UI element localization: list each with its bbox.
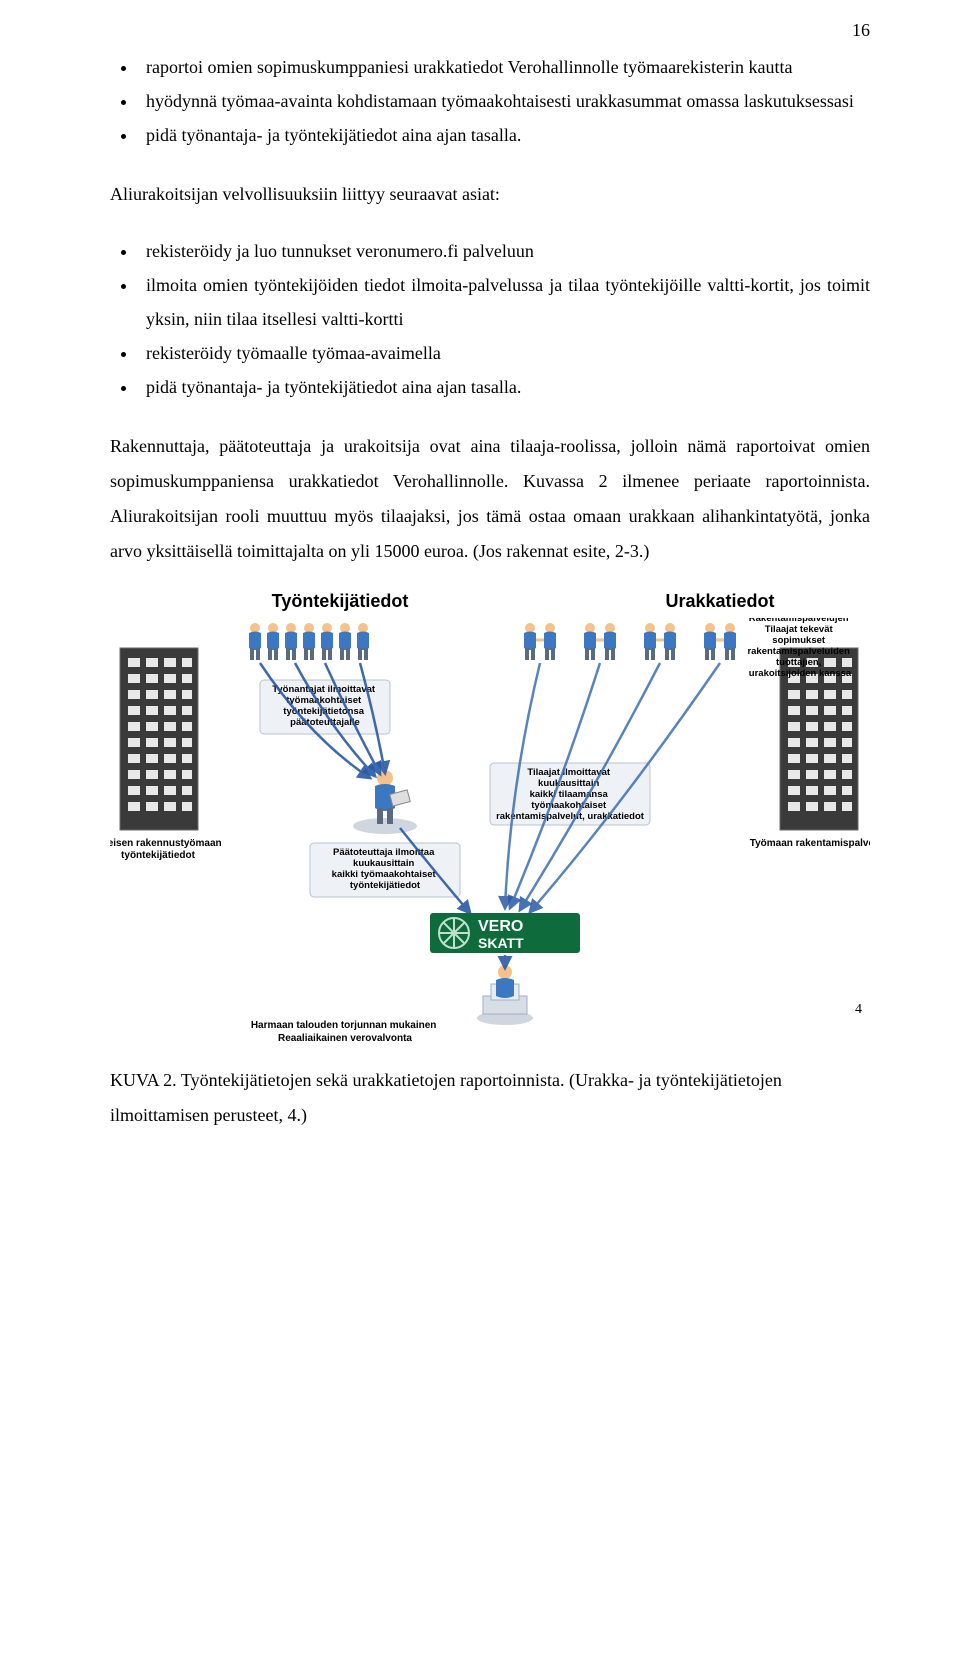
reporting-diagram: Yhteisen rakennustyömaan työntekijätiedo… xyxy=(110,618,870,1048)
top-bullet-list: raportoi omien sopimuskumppaniesi urakka… xyxy=(110,50,870,153)
tax-officer-icon xyxy=(477,965,533,1025)
workers-left-icon xyxy=(249,623,369,660)
vero-logo: VERO SKATT xyxy=(430,913,580,953)
list-item: pidä työnantaja- ja työntekijätiedot ain… xyxy=(138,370,870,404)
list-item: hyödynnä työmaa-avainta kohdistamaan työ… xyxy=(138,84,870,118)
left-building-label: Yhteisen rakennustyömaan työntekijätiedo… xyxy=(110,838,224,861)
diagram-container: Työntekijätiedot Urakkatiedot xyxy=(110,591,870,1053)
svg-text:SKATT: SKATT xyxy=(478,935,524,951)
diagram-title-left: Työntekijätiedot xyxy=(110,591,530,612)
sub-bullet-list: rekisteröidy ja luo tunnukset veronumero… xyxy=(110,234,870,405)
page-number: 16 xyxy=(852,20,870,41)
list-item: raportoi omien sopimuskumppaniesi urakka… xyxy=(138,50,870,84)
svg-text:VERO: VERO xyxy=(478,918,523,935)
right-building-label: Työmaan rakentamispalvelut xyxy=(750,838,870,849)
box-main-contractor: Päätoteuttaja ilmoittaa kuukausittain ka… xyxy=(310,843,460,897)
left-building-icon xyxy=(120,648,198,830)
bottom-label: Harmaan talouden torjunnan mukainen Reaa… xyxy=(251,1020,439,1044)
right-top-label: Rakentamispalvelujen Tilaajat tekevät so… xyxy=(747,618,852,679)
main-contractor-icon xyxy=(353,770,417,834)
diagram-page-ref: 4 xyxy=(855,1002,862,1017)
main-paragraph: Rakennuttaja, päätoteuttaja ja urakoitsi… xyxy=(110,429,870,569)
diagram-title-right: Urakkatiedot xyxy=(530,591,950,612)
workers-right-icon xyxy=(524,623,736,660)
list-item: pidä työnantaja- ja työntekijätiedot ain… xyxy=(138,118,870,152)
sub-intro-paragraph: Aliurakoitsijan velvollisuuksiin liittyy… xyxy=(110,177,870,212)
list-item: rekisteröidy ja luo tunnukset veronumero… xyxy=(138,234,870,268)
list-item: rekisteröidy työmaalle työmaa-avaimella xyxy=(138,336,870,370)
list-item: ilmoita omien työntekijöiden tiedot ilmo… xyxy=(138,268,870,336)
figure-caption: KUVA 2. Työntekijätietojen sekä urakkati… xyxy=(110,1063,870,1133)
